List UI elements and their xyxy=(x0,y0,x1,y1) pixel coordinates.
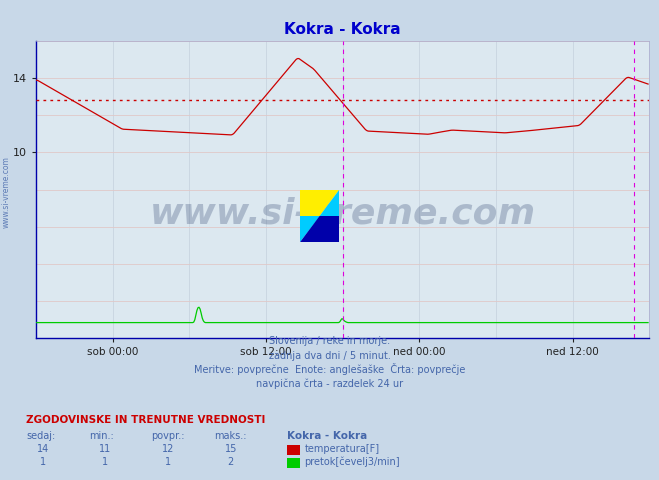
Text: 12: 12 xyxy=(162,444,174,454)
Polygon shape xyxy=(300,190,339,216)
Text: 1: 1 xyxy=(102,456,109,467)
Text: 1: 1 xyxy=(40,456,46,467)
Text: Meritve: povprečne  Enote: anglešaške  Črta: povprečje: Meritve: povprečne Enote: anglešaške Črt… xyxy=(194,363,465,375)
Polygon shape xyxy=(300,216,320,242)
Text: 15: 15 xyxy=(225,444,237,454)
Text: ZGODOVINSKE IN TRENUTNE VREDNOSTI: ZGODOVINSKE IN TRENUTNE VREDNOSTI xyxy=(26,415,266,425)
Text: www.si-vreme.com: www.si-vreme.com xyxy=(150,196,536,230)
Text: navpična črta - razdelek 24 ur: navpična črta - razdelek 24 ur xyxy=(256,379,403,389)
Text: 14: 14 xyxy=(37,444,49,454)
Polygon shape xyxy=(320,190,339,216)
Text: sedaj:: sedaj: xyxy=(26,431,55,441)
Text: 2: 2 xyxy=(227,456,234,467)
Title: Kokra - Kokra: Kokra - Kokra xyxy=(285,22,401,37)
Polygon shape xyxy=(300,216,339,242)
Text: pretok[čevelj3/min]: pretok[čevelj3/min] xyxy=(304,456,400,467)
Text: povpr.:: povpr.: xyxy=(152,431,185,441)
Text: zadnja dva dni / 5 minut.: zadnja dva dni / 5 minut. xyxy=(269,350,390,360)
Text: www.si-vreme.com: www.si-vreme.com xyxy=(2,156,11,228)
Text: min.:: min.: xyxy=(89,431,114,441)
Text: 1: 1 xyxy=(165,456,171,467)
Text: maks.:: maks.: xyxy=(214,431,246,441)
Text: temperatura[F]: temperatura[F] xyxy=(304,444,380,454)
Text: Slovenija / reke in morje.: Slovenija / reke in morje. xyxy=(269,336,390,346)
Text: 11: 11 xyxy=(100,444,111,454)
Text: Kokra - Kokra: Kokra - Kokra xyxy=(287,431,367,441)
